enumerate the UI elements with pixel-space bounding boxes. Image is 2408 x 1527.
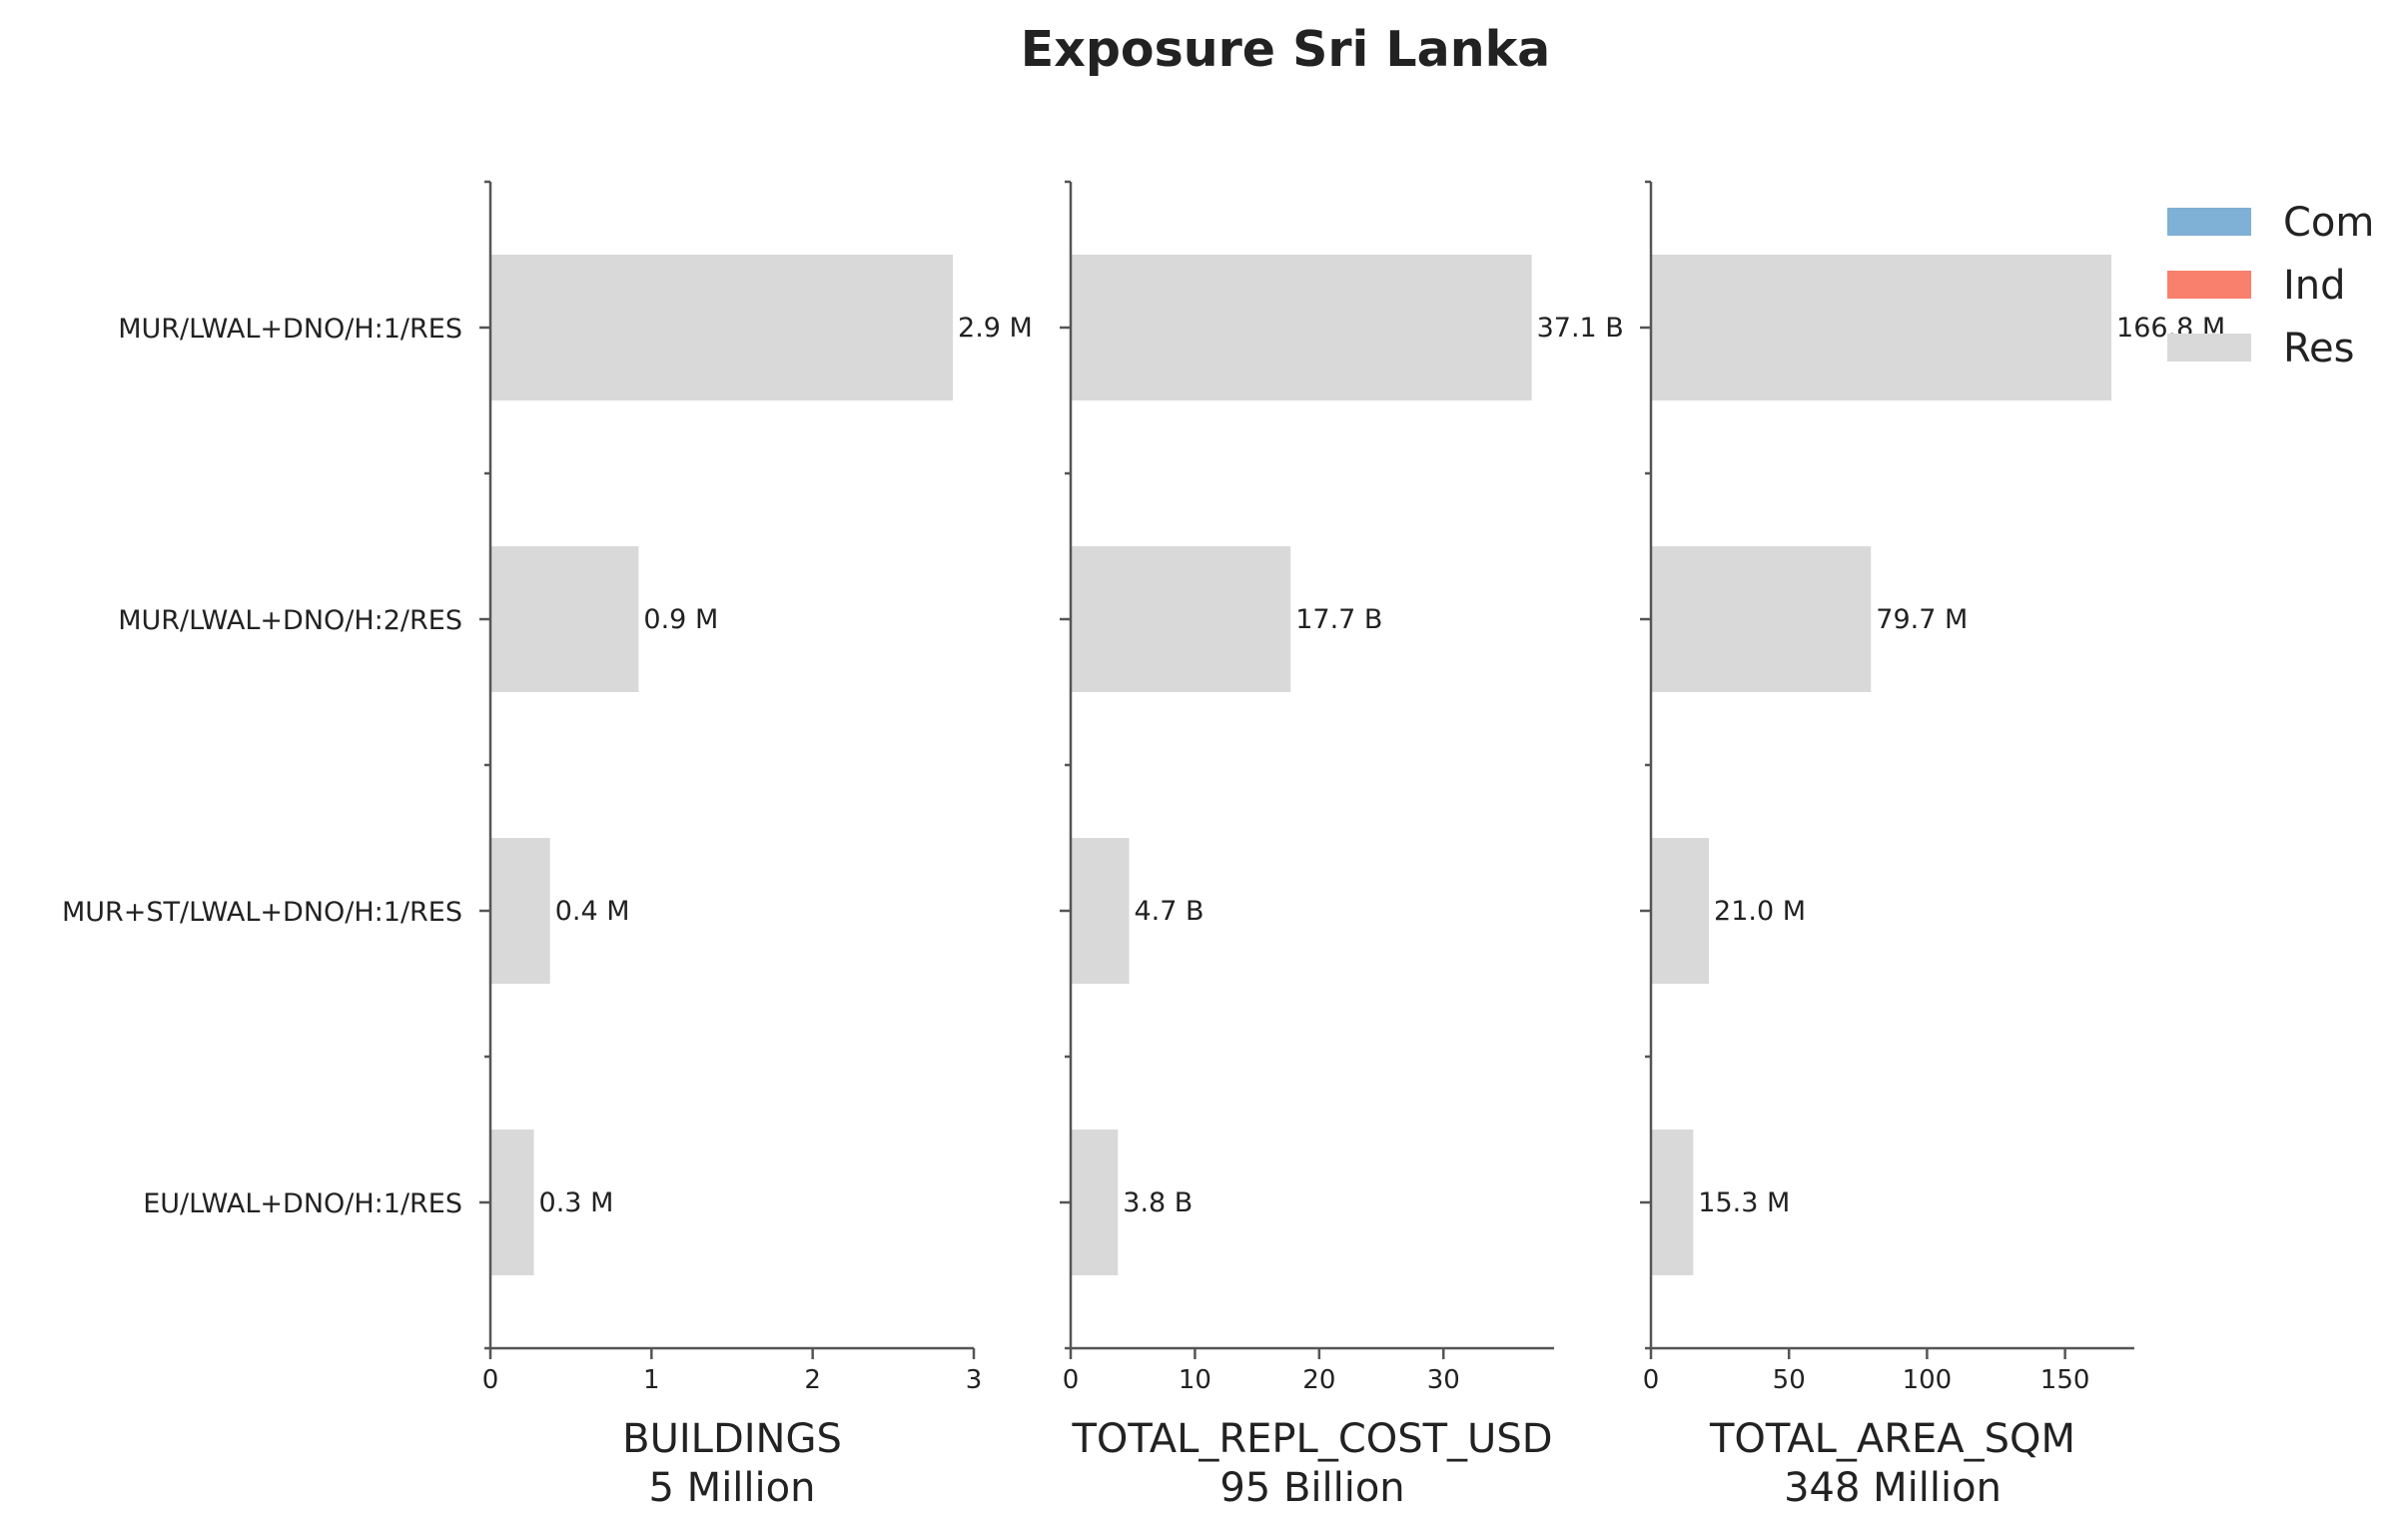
x-axis-total-label: 5 Million (649, 1465, 816, 1511)
legend-label-com: Com (2283, 200, 2374, 246)
y-tick-label: EU/LWAL+DNO/H:1/RES (143, 1188, 462, 1219)
y-tick-label: MUR+ST/LWAL+DNO/H:1/RES (62, 897, 462, 928)
bar-res (1651, 1130, 1694, 1275)
x-tick-label: 30 (1427, 1365, 1460, 1395)
chart-legend: Com Ind Res (2167, 200, 2374, 372)
bar-value-label: 21.0 M (1714, 896, 1806, 927)
x-axis-total-label: 95 Billion (1219, 1465, 1404, 1511)
bar-res (1071, 838, 1130, 984)
x-tick-label: 1 (643, 1365, 660, 1395)
y-tick-label: MUR/LWAL+DNO/H:1/RES (118, 314, 462, 345)
x-tick-label: 20 (1302, 1365, 1335, 1395)
bar-value-label: 3.8 B (1123, 1187, 1193, 1218)
legend-swatch-com (2167, 208, 2251, 236)
y-tick-label: MUR/LWAL+DNO/H:2/RES (118, 605, 462, 636)
bar-value-label: 17.7 B (1295, 604, 1382, 635)
x-axis-label: TOTAL_AREA_SQM (1709, 1416, 2075, 1462)
legend-label-res: Res (2283, 326, 2354, 372)
x-tick-label: 3 (966, 1365, 983, 1395)
bar-value-label: 0.9 M (643, 604, 718, 635)
bar-res (1071, 546, 1291, 692)
bar-res (1071, 1130, 1119, 1275)
x-tick-label: 50 (1773, 1365, 1806, 1395)
bar-value-label: 15.3 M (1698, 1187, 1790, 1218)
legend-swatch-ind (2167, 271, 2251, 299)
x-tick-label: 2 (804, 1365, 821, 1395)
x-axis-label: BUILDINGS (622, 1416, 842, 1462)
panel-2: 37.1 B 17.7 B 4.7 B 3.8 B 0 10 20 30 TOTAL_REPL_… (1060, 180, 1624, 1511)
bar-value-label: 0.3 M (539, 1187, 614, 1218)
bar-res (1651, 546, 1872, 692)
bar-res (1651, 838, 1710, 984)
bar-value-label: 79.7 M (1876, 604, 1968, 635)
legend-label-ind: Ind (2283, 263, 2346, 309)
bar-value-label: 0.4 M (555, 896, 630, 927)
bar-res (1071, 255, 1532, 400)
x-tick-label: 0 (1643, 1365, 1660, 1395)
bar-value-label: 37.1 B (1537, 313, 1624, 344)
bar-res (490, 1130, 534, 1275)
bar-res (490, 255, 954, 400)
x-axis-label: TOTAL_REPL_COST_USD (1071, 1416, 1552, 1462)
x-tick-label: 150 (2040, 1365, 2090, 1395)
chart-panels: 2.9 M 0.9 M 0.4 M 0.3 M MUR/LWAL+DNO/H:1/RES… (62, 180, 2225, 1511)
x-tick-label: 10 (1179, 1365, 1211, 1395)
chart-title: Exposure Sri Lanka (1021, 21, 1550, 78)
panel-3: 166.8 M79.7 M21.0 M15.3 M0 50 100 150TOTAL_… (1640, 180, 2225, 1511)
panel-1: 2.9 M 0.9 M 0.4 M 0.3 M MUR/LWAL+DNO/H:1/RES… (62, 180, 1033, 1511)
bar-res (490, 546, 639, 692)
bar-value-label: 2.9 M (958, 313, 1033, 344)
x-tick-label: 100 (1903, 1365, 1953, 1395)
x-tick-label: 0 (482, 1365, 499, 1395)
bar-res (490, 838, 550, 984)
bar-value-label: 4.7 B (1134, 896, 1204, 927)
x-tick-label: 0 (1063, 1365, 1080, 1395)
bar-res (1651, 255, 2112, 400)
legend-swatch-res (2167, 334, 2251, 362)
x-axis-total-label: 348 Million (1784, 1465, 2002, 1511)
